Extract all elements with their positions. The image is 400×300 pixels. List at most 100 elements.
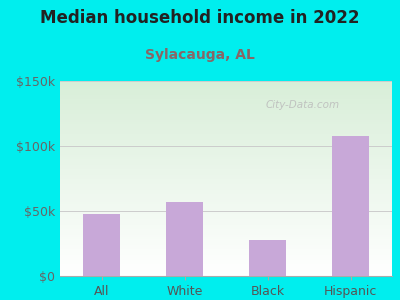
Bar xyxy=(60,153,392,155)
Bar xyxy=(60,104,392,106)
Bar xyxy=(60,253,392,254)
Bar xyxy=(60,231,392,233)
Bar xyxy=(60,169,392,171)
Bar xyxy=(60,100,392,103)
Bar xyxy=(60,215,392,217)
Bar xyxy=(60,124,392,126)
Bar xyxy=(60,233,392,235)
Bar xyxy=(60,108,392,110)
Bar xyxy=(60,175,392,176)
Bar xyxy=(60,81,392,83)
Text: Median household income in 2022: Median household income in 2022 xyxy=(40,9,360,27)
Bar xyxy=(60,210,392,212)
Bar xyxy=(60,167,392,169)
Bar xyxy=(60,98,392,101)
Bar xyxy=(60,247,392,249)
Bar xyxy=(60,239,392,241)
Bar xyxy=(60,260,392,262)
Bar xyxy=(60,89,392,91)
Bar xyxy=(60,163,392,165)
Bar xyxy=(60,237,392,239)
Bar xyxy=(60,180,392,182)
Bar xyxy=(60,245,392,247)
Bar xyxy=(60,161,392,163)
Bar xyxy=(60,159,392,161)
Bar xyxy=(60,112,392,114)
Bar xyxy=(60,114,392,116)
Bar xyxy=(60,142,392,143)
Bar xyxy=(60,266,392,268)
Bar xyxy=(60,221,392,223)
Bar xyxy=(60,190,392,192)
Bar xyxy=(60,186,392,188)
Bar xyxy=(60,122,392,124)
Bar xyxy=(60,198,392,200)
Bar xyxy=(60,176,392,178)
Bar xyxy=(332,136,369,276)
Bar xyxy=(60,147,392,149)
Bar xyxy=(60,272,392,274)
Bar xyxy=(60,200,392,202)
Bar xyxy=(60,136,392,137)
Bar xyxy=(60,229,392,231)
Bar xyxy=(60,254,392,256)
Bar xyxy=(60,91,392,93)
Bar xyxy=(60,165,392,167)
Text: Sylacauga, AL: Sylacauga, AL xyxy=(145,48,255,62)
Bar xyxy=(60,251,392,253)
Bar xyxy=(60,214,392,215)
Bar xyxy=(60,126,392,128)
Bar xyxy=(60,151,392,153)
Bar xyxy=(60,264,392,266)
Bar xyxy=(60,218,392,219)
Bar xyxy=(60,93,392,95)
Bar xyxy=(60,116,392,118)
Bar xyxy=(60,184,392,186)
Bar xyxy=(166,202,203,276)
Bar xyxy=(60,219,392,221)
Bar xyxy=(60,268,392,270)
Bar xyxy=(60,106,392,108)
Bar xyxy=(60,196,392,198)
Bar xyxy=(60,178,392,180)
Bar xyxy=(60,118,392,120)
Bar xyxy=(60,132,392,134)
Bar xyxy=(60,95,392,97)
Bar xyxy=(60,83,392,85)
Bar xyxy=(60,137,392,140)
Bar xyxy=(60,143,392,146)
Bar xyxy=(60,274,392,276)
Bar xyxy=(60,206,392,208)
Bar xyxy=(60,227,392,229)
Bar xyxy=(60,182,392,184)
Bar xyxy=(60,171,392,173)
Bar xyxy=(60,157,392,159)
Bar xyxy=(60,103,392,104)
Bar xyxy=(60,173,392,175)
Bar xyxy=(60,249,392,251)
Bar xyxy=(60,130,392,132)
Bar xyxy=(60,134,392,136)
Bar xyxy=(60,85,392,87)
Bar xyxy=(60,97,392,98)
Text: City-Data.com: City-Data.com xyxy=(266,100,340,110)
Bar xyxy=(60,128,392,130)
Bar xyxy=(60,202,392,204)
Bar xyxy=(60,243,392,245)
Bar xyxy=(60,204,392,206)
Bar xyxy=(60,146,392,147)
Bar xyxy=(60,188,392,190)
Bar xyxy=(60,258,392,260)
Bar xyxy=(60,208,392,210)
Bar xyxy=(60,212,392,214)
Bar xyxy=(60,241,392,243)
Bar xyxy=(60,256,392,258)
Bar xyxy=(60,140,392,142)
Bar xyxy=(60,120,392,122)
Bar xyxy=(249,240,286,276)
Bar xyxy=(60,149,392,151)
Bar xyxy=(60,194,392,196)
Bar xyxy=(60,225,392,227)
Bar xyxy=(60,110,392,112)
Bar xyxy=(60,192,392,194)
